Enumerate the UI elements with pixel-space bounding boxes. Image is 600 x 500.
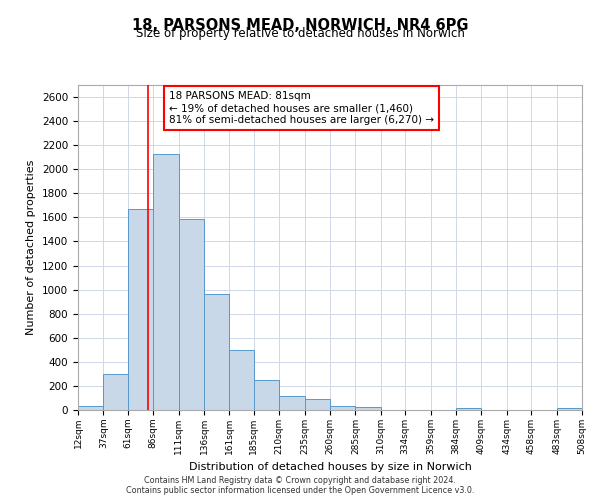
Bar [78,406,103,410]
Bar [279,396,305,410]
Bar [204,294,229,410]
Text: Contains public sector information licensed under the Open Government Licence v3: Contains public sector information licen… [126,486,474,495]
Text: 18 PARSONS MEAD: 81sqm
← 19% of detached houses are smaller (1,460)
81% of semi-: 18 PARSONS MEAD: 81sqm ← 19% of detached… [169,92,434,124]
Bar [330,406,355,410]
Bar [557,408,582,410]
Bar [103,374,128,410]
Bar [355,407,381,410]
Text: Size of property relative to detached houses in Norwich: Size of property relative to detached ho… [136,28,464,40]
Bar [128,209,153,410]
Text: 18, PARSONS MEAD, NORWICH, NR4 6PG: 18, PARSONS MEAD, NORWICH, NR4 6PG [132,18,468,32]
Bar [229,350,254,410]
Bar [254,380,279,410]
Bar [179,218,204,410]
Bar [456,408,481,410]
Text: Contains HM Land Registry data © Crown copyright and database right 2024.: Contains HM Land Registry data © Crown c… [144,476,456,485]
X-axis label: Distribution of detached houses by size in Norwich: Distribution of detached houses by size … [188,462,472,472]
Y-axis label: Number of detached properties: Number of detached properties [26,160,37,335]
Bar [305,399,330,410]
Bar [153,154,179,410]
